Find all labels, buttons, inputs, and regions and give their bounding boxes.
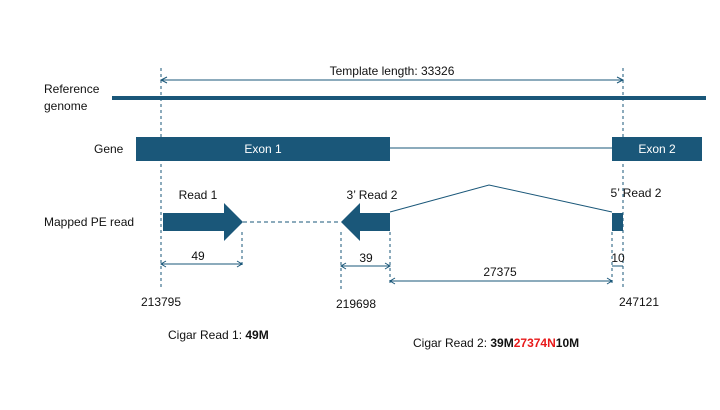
cigar-read1-value: 49M: [245, 328, 268, 342]
read2-3prime-arrow: [341, 203, 390, 241]
read1-length-arrow-left-icon: [160, 260, 167, 268]
cigar-read2-match1: 39M: [490, 336, 513, 350]
cigar-read2-skip: 27374N: [514, 336, 556, 350]
read1-arrow: [163, 203, 243, 241]
exon1-label: Exon 1: [244, 142, 282, 156]
read1-label: Read 1: [179, 188, 218, 202]
exon2-label: Exon 2: [638, 142, 676, 156]
mapped-pe-read-label: Mapped PE read: [44, 215, 134, 229]
read2-left-length-arrow-right-icon: [384, 262, 391, 270]
read2-right-length-label: 10: [611, 251, 625, 265]
cigar-read1: Cigar Read 1: 49M: [168, 328, 269, 342]
read2-5prime-block: [612, 213, 623, 231]
template-length-label: Template length: 33326: [330, 64, 455, 78]
read2-left-length-label: 39: [359, 251, 373, 265]
read2-3prime-label: 3’ Read 2: [347, 188, 398, 202]
position-213795: 213795: [141, 295, 181, 309]
position-219698: 219698: [336, 297, 376, 311]
reference-label-line1: Reference: [44, 82, 100, 96]
cigar-read2-prefix: Cigar Read 2:: [413, 336, 490, 350]
gene-label: Gene: [94, 142, 124, 156]
read2-left-length-arrow-left-icon: [340, 262, 347, 270]
cigar-read1-prefix: Cigar Read 1:: [168, 328, 245, 342]
reference-label-line2: genome: [44, 99, 88, 113]
cigar-read2-match2: 10M: [556, 336, 579, 350]
exon1-box: [136, 137, 390, 161]
splice-junction-line: [389, 184, 613, 213]
read1-length-label: 49: [191, 249, 205, 263]
intron-length-label: 27375: [483, 265, 517, 279]
cigar-read2: Cigar Read 2: 39M27374N10M: [413, 336, 579, 350]
read1-length-arrow-right-icon: [236, 260, 243, 268]
position-247121: 247121: [619, 295, 659, 309]
intron-length-arrow-right-icon: [606, 277, 613, 285]
read2-5prime-label: 5’ Read 2: [611, 186, 662, 200]
reference-genome-bar: [112, 96, 706, 100]
intron-length-arrow-left-icon: [389, 277, 396, 285]
exon2-box: [612, 137, 702, 161]
